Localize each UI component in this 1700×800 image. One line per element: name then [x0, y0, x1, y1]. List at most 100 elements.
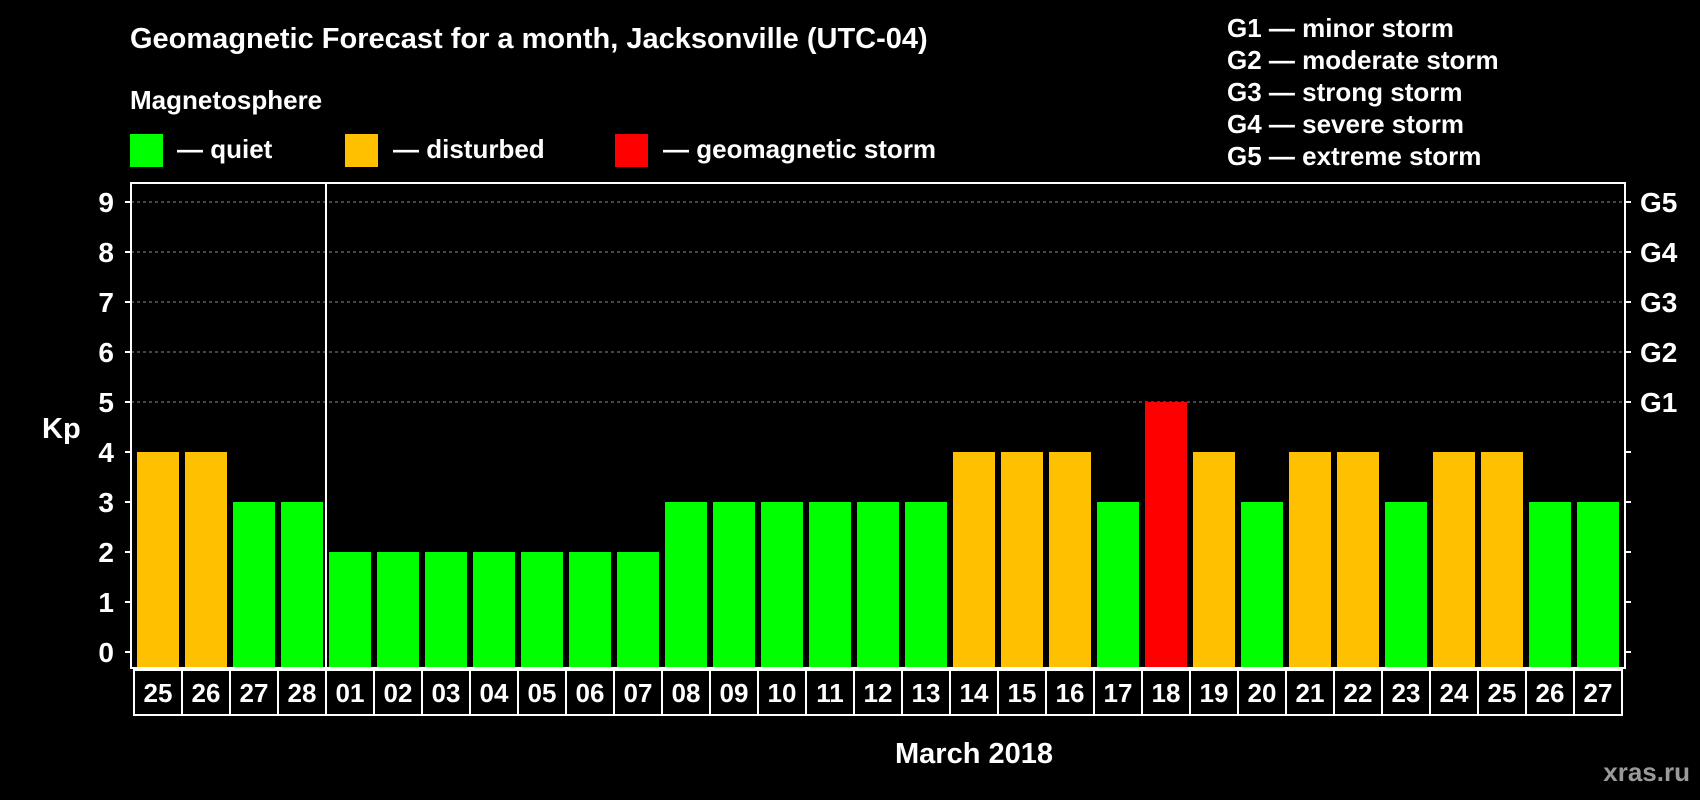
- bar-27: [233, 502, 275, 667]
- day-labels: 25 26 27 28 01 02 03 04 05 06 07 08 09 10 11 12 13 14 15 16…: [133, 669, 1623, 716]
- bar-26: [185, 452, 227, 667]
- storm-scale-g3: G3 — strong storm: [1227, 77, 1462, 107]
- day-label-08: 08: [672, 678, 701, 708]
- day-label-20: 20: [1248, 678, 1277, 708]
- g-label-G3: G3: [1640, 287, 1677, 318]
- bar-16: [1049, 452, 1091, 667]
- legend-swatch-disturbed: [345, 134, 378, 167]
- legend-label-disturbed: — disturbed: [393, 134, 545, 164]
- ytick-label-1: 1: [98, 587, 114, 618]
- day-label-27: 27: [240, 678, 269, 708]
- bar-04: [473, 552, 515, 667]
- bar-08: [665, 502, 707, 667]
- plot-border: [130, 182, 1626, 669]
- bar-03: [425, 552, 467, 667]
- bar-25: [137, 452, 179, 667]
- chart-title: Geomagnetic Forecast for a month, Jackso…: [130, 23, 928, 55]
- bar-07: [617, 552, 659, 667]
- ytick-label-7: 7: [98, 287, 114, 318]
- g-label-G2: G2: [1640, 337, 1677, 368]
- bar-25: [1481, 452, 1523, 667]
- day-label-06: 06: [576, 678, 605, 708]
- bar-14: [953, 452, 995, 667]
- day-label-05: 05: [528, 678, 557, 708]
- day-label-14: 14: [960, 678, 989, 708]
- bar-05: [521, 552, 563, 667]
- day-label-13: 13: [912, 678, 941, 708]
- day-label-21: 21: [1296, 678, 1325, 708]
- legend-label-quiet: — quiet: [177, 134, 273, 164]
- bar-10: [761, 502, 803, 667]
- bar-09: [713, 502, 755, 667]
- bar-01: [329, 552, 371, 667]
- day-label-26: 26: [192, 678, 221, 708]
- bar-17: [1097, 502, 1139, 667]
- g-label-G1: G1: [1640, 387, 1677, 418]
- bar-27: [1577, 502, 1619, 667]
- legend-swatch-quiet: [130, 134, 163, 167]
- day-label-strip: [133, 669, 1623, 716]
- bar-13: [905, 502, 947, 667]
- ytick-label-3: 3: [98, 487, 114, 518]
- y-axis-ticks: 0 1 2 3 4 5 6 7 8 9: [98, 187, 131, 668]
- legend-swatch-storm: [615, 134, 648, 167]
- day-label-19: 19: [1200, 678, 1229, 708]
- day-label-25: 25: [1488, 678, 1517, 708]
- plot-frame: [130, 182, 1626, 669]
- day-label-26: 26: [1536, 678, 1565, 708]
- storm-scale-g1: G1 — minor storm: [1227, 13, 1454, 43]
- bar-02: [377, 552, 419, 667]
- g-label-G4: G4: [1640, 237, 1678, 268]
- bar-12: [857, 502, 899, 667]
- ytick-label-5: 5: [98, 387, 114, 418]
- ytick-label-0: 0: [98, 637, 114, 668]
- ytick-label-4: 4: [98, 437, 114, 468]
- grid-lines: [131, 201, 1625, 403]
- ytick-label-8: 8: [98, 237, 114, 268]
- storm-scale: G1 — minor storm G2 — moderate storm G3 …: [1227, 13, 1499, 171]
- magnetosphere-label: Magnetosphere: [130, 85, 322, 115]
- bar-23: [1385, 502, 1427, 667]
- day-label-18: 18: [1152, 678, 1181, 708]
- x-axis-month-label: March 2018: [895, 738, 1053, 770]
- bar-28: [281, 502, 323, 667]
- storm-scale-g2: G2 — moderate storm: [1227, 45, 1499, 75]
- day-label-24: 24: [1440, 678, 1469, 708]
- ytick-label-9: 9: [98, 187, 114, 218]
- day-label-17: 17: [1104, 678, 1133, 708]
- bar-18: [1145, 402, 1187, 667]
- day-label-23: 23: [1392, 678, 1421, 708]
- bar-21: [1289, 452, 1331, 667]
- day-label-04: 04: [480, 678, 509, 708]
- legend: — quiet — disturbed — geomagnetic storm: [130, 134, 936, 167]
- bars: [137, 402, 1619, 667]
- g-axis-labels: G1 G2 G3 G4 G5: [1625, 187, 1678, 653]
- bar-11: [809, 502, 851, 667]
- bar-19: [1193, 452, 1235, 667]
- day-label-09: 09: [720, 678, 749, 708]
- day-label-11: 11: [816, 678, 844, 708]
- day-label-28: 28: [288, 678, 317, 708]
- watermark: xras.ru: [1603, 757, 1690, 787]
- day-label-25: 25: [144, 678, 173, 708]
- ytick-label-6: 6: [98, 337, 114, 368]
- day-label-15: 15: [1008, 678, 1037, 708]
- bar-06: [569, 552, 611, 667]
- day-label-22: 22: [1344, 678, 1373, 708]
- day-label-12: 12: [864, 678, 893, 708]
- ytick-label-2: 2: [98, 537, 114, 568]
- g-label-G5: G5: [1640, 187, 1677, 218]
- day-label-10: 10: [768, 678, 797, 708]
- day-label-02: 02: [384, 678, 413, 708]
- day-label-07: 07: [624, 678, 653, 708]
- storm-scale-g5: G5 — extreme storm: [1227, 141, 1481, 171]
- day-label-16: 16: [1056, 678, 1085, 708]
- bar-26: [1529, 502, 1571, 667]
- day-label-27: 27: [1584, 678, 1613, 708]
- day-label-01: 01: [336, 678, 365, 708]
- legend-label-storm: — geomagnetic storm: [663, 134, 936, 164]
- bar-22: [1337, 452, 1379, 667]
- y-axis-label: Kp: [42, 413, 81, 445]
- storm-scale-g4: G4 — severe storm: [1227, 109, 1464, 139]
